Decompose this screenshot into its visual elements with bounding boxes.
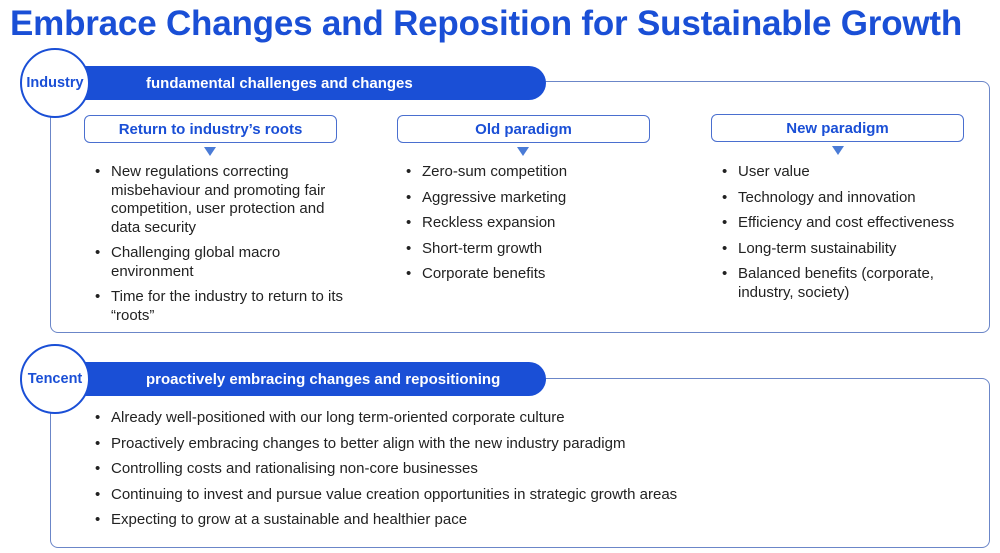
list-item: Controlling costs and rationalising non-… bbox=[95, 460, 975, 479]
tencent-badge-label: Tencent bbox=[27, 371, 83, 387]
list-item: Balanced benefits (corporate, industry, … bbox=[722, 265, 982, 302]
list-item: Expecting to grow at a sustainable and h… bbox=[95, 511, 975, 530]
return-to-roots-list: New regulations correcting misbehaviour … bbox=[95, 163, 350, 332]
list-item: Corporate benefits bbox=[406, 265, 686, 284]
tencent-banner: proactively embracing changes and reposi… bbox=[50, 362, 546, 396]
down-arrow-icon bbox=[517, 147, 529, 156]
list-item: Time for the industry to return to its “… bbox=[95, 288, 350, 325]
industry-badge: Industry bbox=[20, 48, 90, 118]
column-header-old-paradigm: Old paradigm bbox=[397, 115, 650, 143]
list-item: Reckless expansion bbox=[406, 214, 686, 233]
list-item: Already well-positioned with our long te… bbox=[95, 409, 975, 428]
tencent-banner-text: proactively embracing changes and reposi… bbox=[146, 370, 501, 388]
list-item: Zero-sum competition bbox=[406, 163, 686, 182]
industry-banner-text: fundamental challenges and changes bbox=[146, 74, 413, 92]
tencent-list: Already well-positioned with our long te… bbox=[95, 409, 975, 537]
list-item: User value bbox=[722, 163, 982, 182]
column-header-new-paradigm: New paradigm bbox=[711, 114, 964, 142]
old-paradigm-list: Zero-sum competition Aggressive marketin… bbox=[406, 163, 686, 291]
down-arrow-icon bbox=[204, 147, 216, 156]
column-header-return-to-roots: Return to industry’s roots bbox=[84, 115, 337, 143]
list-item: Technology and innovation bbox=[722, 189, 982, 208]
down-arrow-icon bbox=[832, 146, 844, 155]
list-item: Long-term sustainability bbox=[722, 240, 982, 259]
industry-badge-label: Industry bbox=[26, 75, 84, 91]
list-item: New regulations correcting misbehaviour … bbox=[95, 163, 350, 237]
tencent-badge: Tencent bbox=[20, 344, 90, 414]
list-item: Proactively embracing changes to better … bbox=[95, 435, 975, 454]
page-title: Embrace Changes and Reposition for Susta… bbox=[10, 4, 963, 43]
list-item: Challenging global macro environment bbox=[95, 244, 350, 281]
list-item: Short-term growth bbox=[406, 240, 686, 259]
industry-banner: fundamental challenges and changes bbox=[50, 66, 546, 100]
list-item: Aggressive marketing bbox=[406, 189, 686, 208]
new-paradigm-list: User value Technology and innovation Eff… bbox=[722, 163, 982, 309]
list-item: Continuing to invest and pursue value cr… bbox=[95, 486, 975, 505]
list-item: Efficiency and cost effectiveness bbox=[722, 214, 982, 233]
